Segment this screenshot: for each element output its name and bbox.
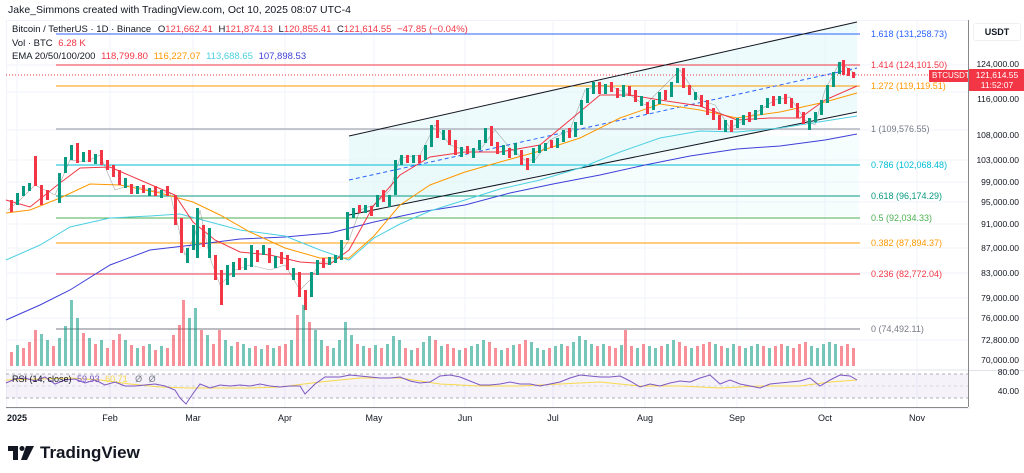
legend-volume[interactable]: Vol · BTC 6.28 K (12, 38, 86, 49)
legend-ohlc: Bitcoin / TetherUS · 1D · Binance O121,6… (12, 24, 468, 35)
rsi-hidden-icon[interactable]: Ø (148, 374, 156, 384)
ema50-value: 116,227.07 (153, 51, 201, 62)
price-tick: 76,000.00 (981, 313, 1019, 323)
time-label: 2025 (6, 413, 28, 423)
symbol-label[interactable]: Bitcoin / TetherUS · 1D · Binance (12, 24, 152, 35)
time-label: Mar (185, 413, 201, 423)
price-tick: 103,000.00 (976, 155, 1019, 165)
time-label: Feb (102, 413, 118, 423)
price-tick: 95,000.00 (981, 197, 1019, 207)
price-tick: 91,000.00 (981, 219, 1019, 229)
time-label: Oct (817, 413, 833, 423)
price-tick: 124,000.00 (976, 59, 1019, 69)
high-prefix: H (218, 24, 226, 35)
tradingview-logo[interactable]: TradingView (8, 443, 140, 463)
time-axis[interactable]: 2025 Feb Mar Apr May Jun Jul Aug Sep Oct… (6, 407, 968, 428)
fib-label-0618: 0.618 (96,174.29) (871, 191, 943, 201)
time-label: Jul (547, 413, 559, 423)
brand-name: TradingView (40, 443, 140, 462)
time-label: May (365, 413, 383, 423)
rsi-line (5, 374, 858, 405)
ema-label: EMA 20/50/100/200 (12, 51, 96, 62)
rsi-value: 59.93 (77, 374, 100, 384)
rsi-ma-line (5, 377, 858, 389)
tradingview-logo-icon (8, 446, 34, 460)
fib-label-0786: 0.786 (102,068.48) (871, 160, 948, 170)
open-value: 121,662.41 (165, 24, 213, 35)
fib-label-05: 0.5 (92,034.33) (871, 213, 933, 223)
price-tick: 72,800.00 (981, 335, 1019, 345)
time-label: Sep (728, 413, 746, 423)
price-tick: 79,000.00 (981, 293, 1019, 303)
ema100-line (5, 115, 858, 261)
fib-label-1618: 1.618 (131,258.73) (871, 29, 948, 39)
time-label: Jun (457, 413, 473, 423)
rsi-label: RSI (14, close) (12, 374, 72, 384)
channel-midline[interactable] (348, 67, 858, 181)
fib-fill (349, 136, 859, 216)
fib-label-0382: 0.382 (87,894.37) (871, 238, 943, 248)
volume-label: Vol · BTC (12, 38, 53, 49)
low-value: 120,855.41 (283, 24, 332, 35)
ema200-line (5, 133, 858, 321)
fib-label-0: 0 (74,492.11) (871, 324, 924, 334)
time-label: Apr (277, 413, 293, 423)
grid (6, 20, 968, 407)
high-value: 121,874.13 (225, 24, 273, 35)
ema200-value: 107,898.53 (258, 51, 307, 62)
fib-label-1: 1 (109,576.55) (871, 124, 930, 134)
rsi-tick: 80.00 (997, 367, 1019, 377)
price-tick: 83,000.00 (981, 268, 1019, 278)
ema20-value: 118,799.80 (101, 51, 148, 62)
price-tick: 70,000.00 (981, 355, 1019, 365)
bar-countdown: 11:52:07 (980, 80, 1014, 90)
rsi-tick: 40.00 (997, 386, 1019, 396)
fib-label-0236: 0.236 (82,772.04) (871, 269, 943, 279)
price-tick: 116,000.00 (977, 94, 1019, 104)
price-tick: 108,000.00 (976, 130, 1019, 140)
symbol-price-tag: BTCUSDT (929, 70, 973, 82)
price-tick: 87,000.00 (981, 243, 1019, 253)
legend-ema[interactable]: EMA 20/50/100/200 118,799.80 116,227.07 … (12, 51, 306, 62)
open-prefix: O (157, 24, 166, 35)
change-value: −47.85 (−0.04%) (397, 24, 468, 35)
last-price-value: 121,614.55 (975, 70, 1019, 80)
rsi-ma-value: 60.71 (105, 374, 128, 384)
close-prefix: C (337, 24, 344, 35)
fib-label-1414: 1.414 (124,101.50) (871, 60, 948, 70)
price-tick: 99,000.00 (981, 177, 1019, 187)
volume-bars (10, 300, 855, 366)
low-prefix: L (278, 24, 284, 35)
volume-value: 6.28 K (58, 38, 86, 49)
currency-unit-button[interactable]: USDT (973, 23, 1021, 41)
time-label: Aug (636, 413, 654, 423)
time-label: Nov (908, 413, 926, 423)
fib-label-1272: 1.272 (119,119.51) (871, 81, 946, 91)
channel-fill (349, 22, 857, 215)
price-scale[interactable]: USDT 124,000.00 121,614.55 11:52:07 116,… (968, 20, 1024, 407)
candle-bodies (10, 60, 855, 310)
rsi-hidden-icon[interactable]: Ø (135, 374, 143, 384)
close-value: 121,614.55 (343, 24, 392, 35)
rsi-legend[interactable]: RSI (14, close) 59.93 60.71 Ø Ø (12, 374, 156, 384)
channel-upper[interactable] (348, 21, 858, 137)
creator-line: Jake_Simmons created with TradingView.co… (8, 4, 351, 16)
last-price-tag: 121,614.55 11:52:07 (969, 69, 1024, 91)
ema100-value: 113,688.65 (206, 51, 253, 62)
